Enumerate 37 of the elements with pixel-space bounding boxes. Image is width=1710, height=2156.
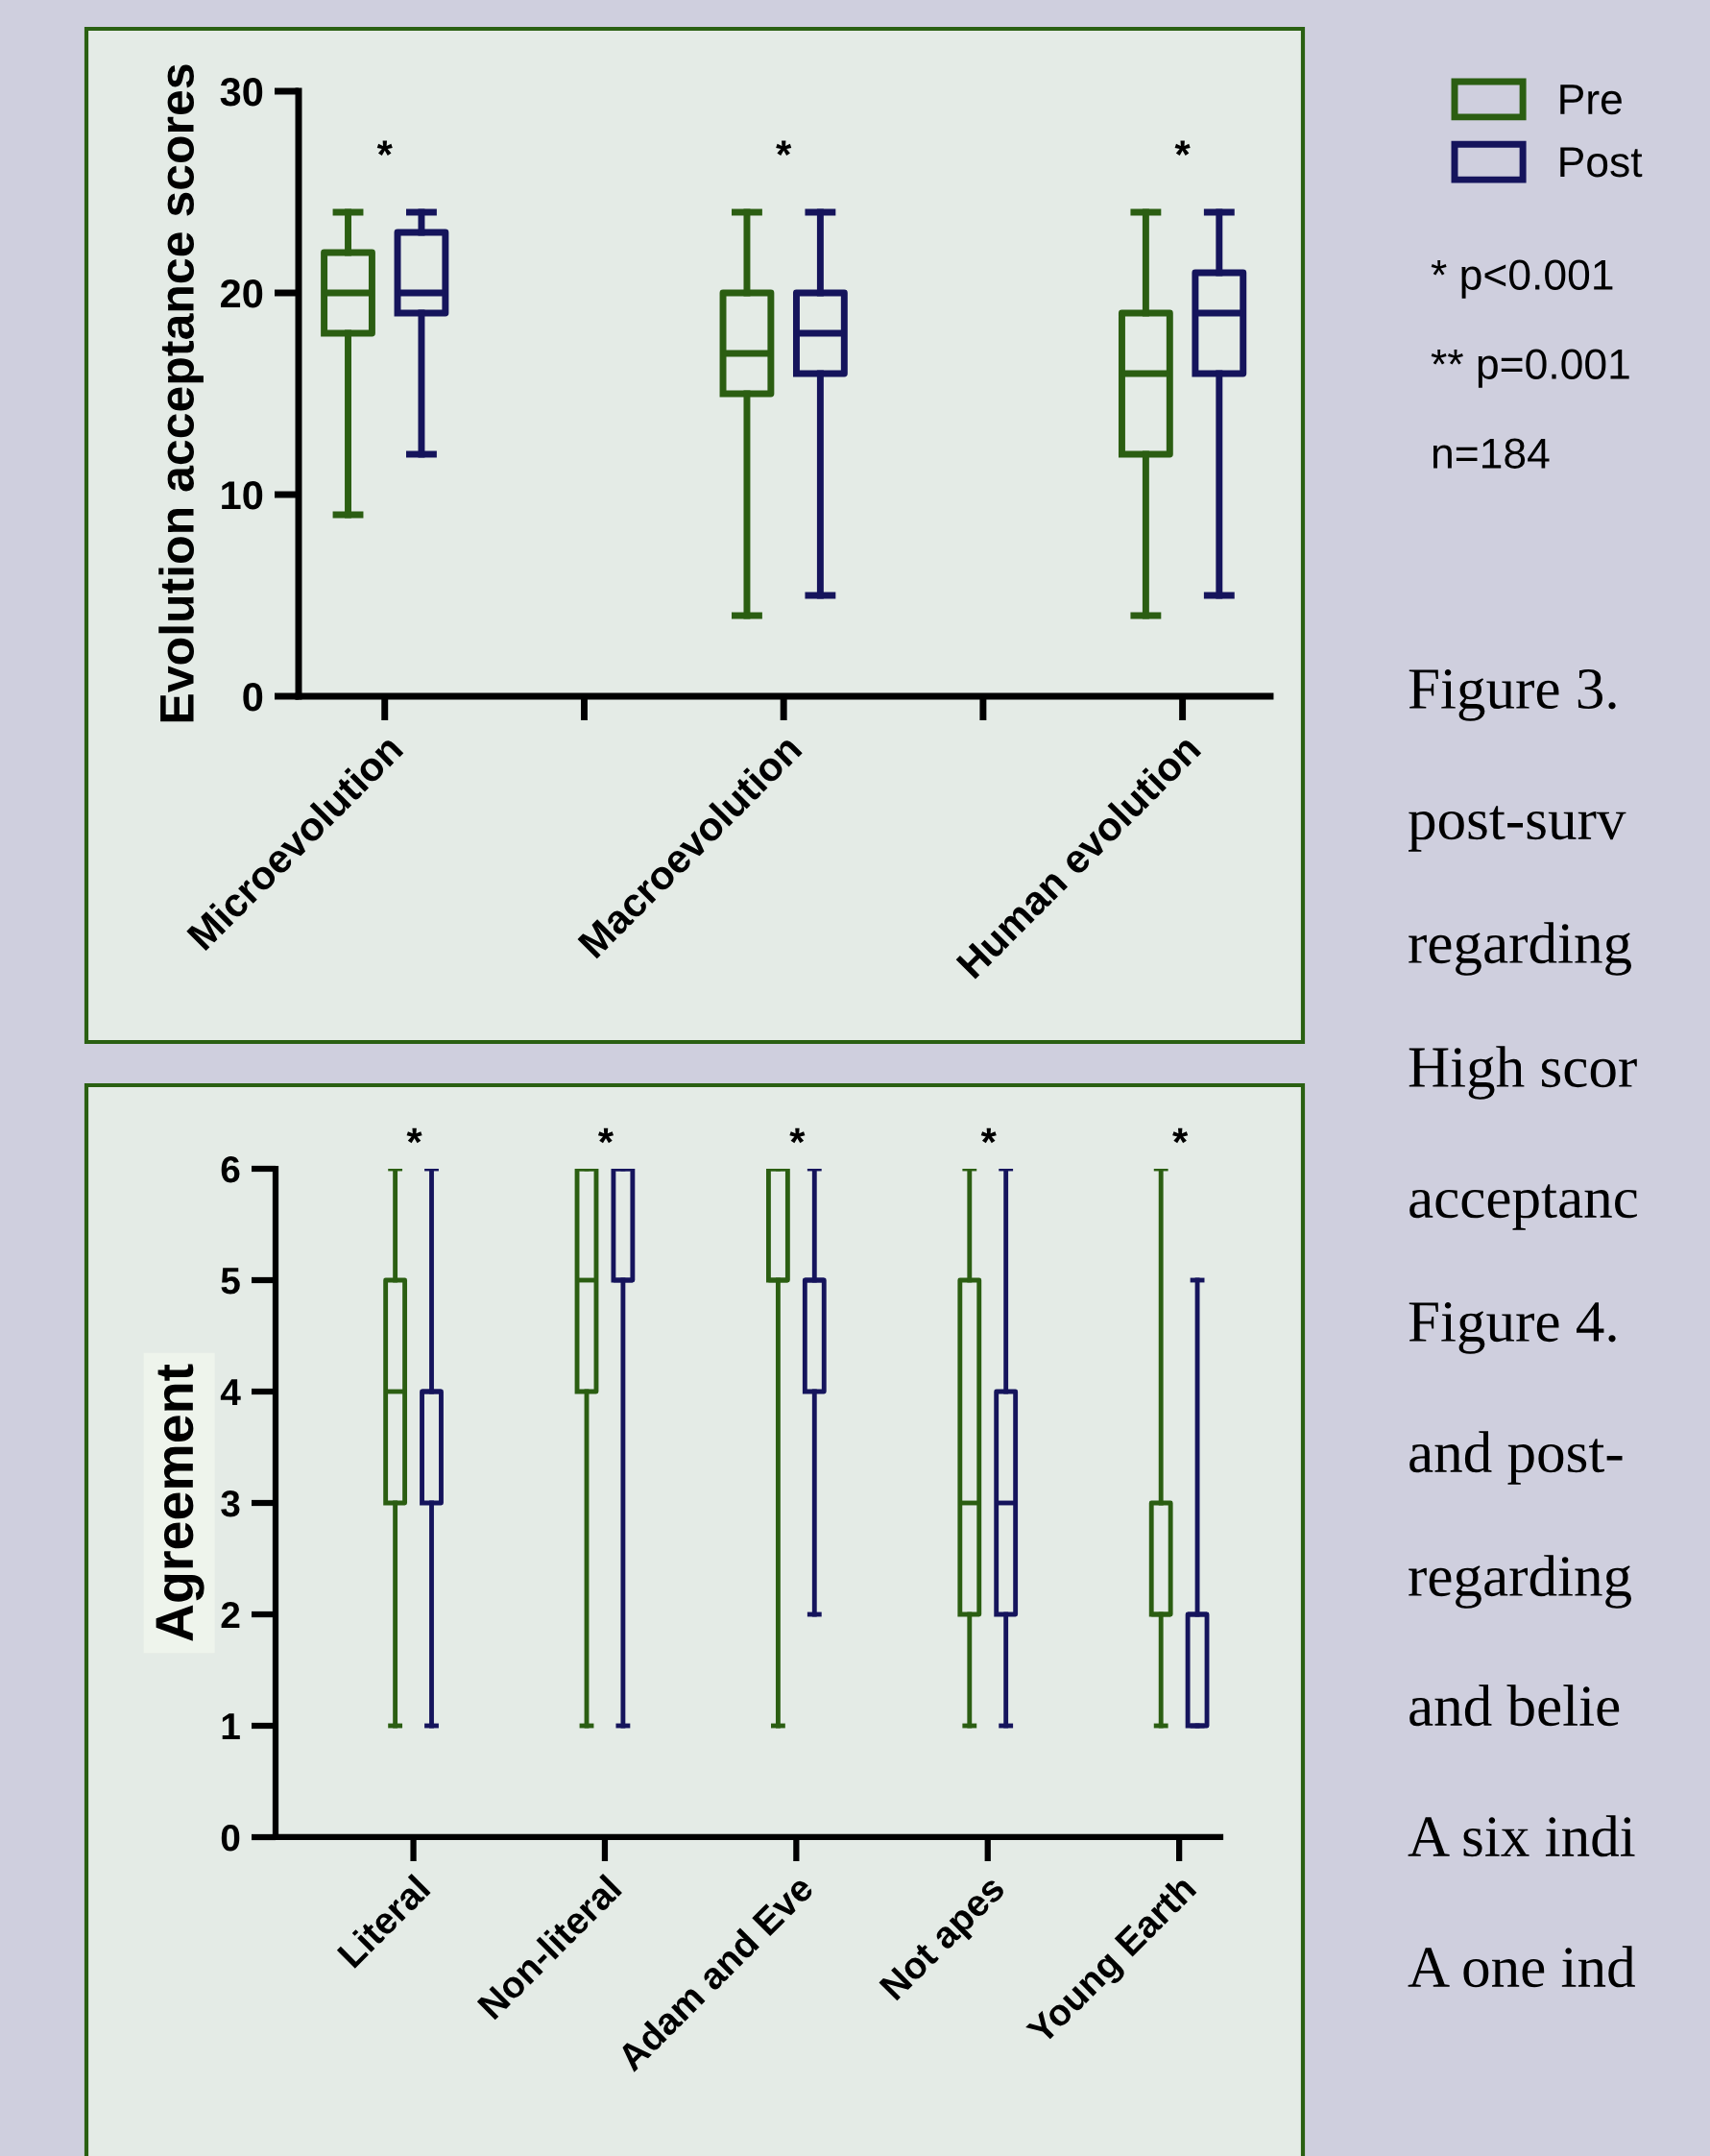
text: regarding xyxy=(1409,1555,1631,1609)
text: A six indi xyxy=(1408,1815,1635,1857)
y-tick-label: 30 xyxy=(220,78,263,107)
annotation: * xyxy=(776,140,792,156)
y-axis-title: Agreement xyxy=(156,1364,205,1641)
text: * xyxy=(406,1127,422,1144)
text: A one ind xyxy=(1408,1946,1635,1988)
y-tick-label: 3 xyxy=(221,1490,240,1517)
text: acceptanc xyxy=(1409,1184,1637,1230)
text: n=184 xyxy=(1433,438,1550,469)
annotation: * xyxy=(376,140,393,156)
text: post-surv xyxy=(1408,806,1626,852)
text: High scor xyxy=(1409,1046,1637,1100)
text: * xyxy=(980,1127,997,1144)
text: and belie xyxy=(1409,1684,1620,1727)
y-tick-label: 0 xyxy=(243,683,263,712)
text: ** p=0.001 xyxy=(1431,349,1629,388)
y-tick-label: 10 xyxy=(222,481,263,510)
y-tick-label: 0 xyxy=(221,1824,240,1852)
y-tick-label: 2 xyxy=(221,1601,240,1629)
caption: Figure 4. xyxy=(1409,1302,1616,1354)
legend-label: Post xyxy=(1560,147,1643,178)
y-tick-label: 5 xyxy=(221,1268,240,1295)
y-tick-label: 6 xyxy=(221,1155,240,1183)
annotation: * xyxy=(1174,140,1191,156)
text: * xyxy=(789,1127,806,1144)
y-axis-title: Evolution acceptance scores xyxy=(158,64,204,722)
text: * xyxy=(597,1127,614,1144)
text: regarding xyxy=(1409,922,1631,976)
y-tick-label: 20 xyxy=(220,279,263,308)
text: and post- xyxy=(1409,1431,1623,1485)
legend-label: Pre xyxy=(1560,85,1622,115)
text: * xyxy=(1172,1127,1189,1144)
y-tick-label: 1 xyxy=(222,1713,240,1740)
y-tick-label: 4 xyxy=(220,1379,241,1406)
caption: Figure 3. xyxy=(1409,669,1616,721)
text: * p<0.001 xyxy=(1431,259,1613,299)
